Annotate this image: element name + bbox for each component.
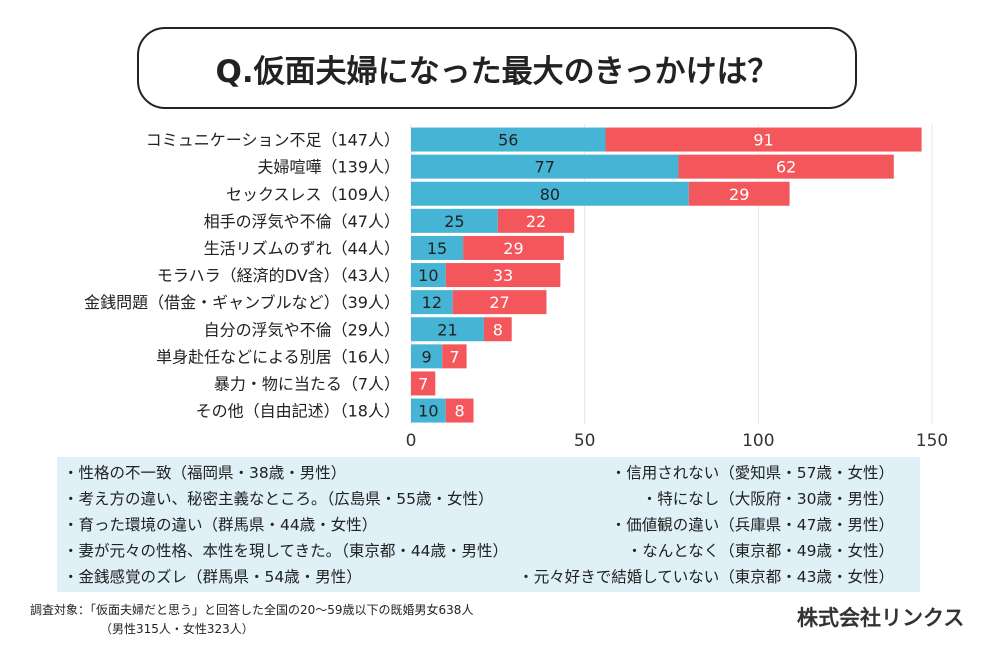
- category-label: コミュニケーション不足（147人）: [146, 131, 400, 150]
- data-label: 8: [493, 320, 503, 339]
- data-label: 33: [493, 266, 513, 285]
- bar-segment: [483, 317, 512, 342]
- bar-segment: [411, 371, 436, 396]
- bar-segment: [411, 235, 464, 260]
- data-label: 22: [526, 212, 546, 231]
- comment: ・考え方の違い、秘密主義なところ。（広島県・55歳・女性）: [63, 490, 494, 508]
- survey-note-breakdown: （男性315人・女性323人）: [100, 622, 254, 636]
- comment: ・価値観の違い（兵庫県・47歳・男性）: [610, 516, 894, 534]
- data-label: 62: [776, 158, 796, 177]
- comment: ・金銭感覚のズレ（群馬県・54歳・男性）: [63, 568, 362, 586]
- bar-segment: [678, 154, 894, 179]
- bar-segment: [411, 127, 606, 152]
- category-label: モラハラ（経済的DV含）（43人）: [157, 266, 400, 285]
- bar-segment: [442, 344, 467, 369]
- data-label: 21: [437, 320, 457, 339]
- bar-segment: [605, 127, 922, 152]
- data-label: 29: [729, 185, 749, 204]
- data-label: 27: [489, 293, 509, 312]
- comments-box: ・性格の不一致（福岡県・38歳・男性） ・信用されない（愛知県・57歳・女性） …: [57, 457, 920, 592]
- bar-segment: [411, 317, 484, 342]
- bar-segment: [688, 181, 790, 206]
- bar-segment: [411, 398, 446, 423]
- data-label: 91: [753, 131, 773, 150]
- bar-segment: [411, 290, 453, 315]
- bar-segment: [452, 290, 547, 315]
- comment: ・元々好きで結婚していない（東京都・43歳・女性）: [518, 568, 894, 586]
- category-label: 夫婦喧嘩（139人）: [257, 158, 400, 177]
- chart-title: Q.仮面夫婦になった最大のきっかけは？: [137, 27, 857, 109]
- x-tick-label: 50: [574, 431, 596, 450]
- comment: ・なんとなく（東京都・49歳・女性）: [626, 542, 894, 560]
- category-label: セックスレス（109人）: [226, 185, 400, 204]
- company-name: 株式会社リンクス: [797, 606, 965, 630]
- data-label: 56: [498, 131, 518, 150]
- x-tick-label: 100: [742, 431, 774, 450]
- category-label: 相手の浮気や不倫（47人）: [204, 212, 400, 231]
- data-label: 9: [422, 347, 432, 366]
- data-label: 10: [418, 266, 438, 285]
- data-label: 7: [418, 374, 428, 393]
- bar-segment: [411, 181, 689, 206]
- comment: ・信用されない（愛知県・57歳・女性）: [610, 464, 894, 482]
- bar-segment: [497, 208, 575, 233]
- survey-note: 調査対象：「仮面夫婦だと思う」と回答した全国の20〜59歳以下の既婚男女638人: [30, 603, 474, 617]
- data-label: 12: [422, 293, 442, 312]
- bar-segment: [411, 208, 498, 233]
- category-label: 生活リズムのずれ（44人）: [204, 239, 400, 258]
- category-label: 自分の浮気や不倫（29人）: [204, 320, 400, 339]
- data-label: 80: [540, 185, 560, 204]
- bar-segment: [411, 154, 679, 179]
- comment: ・特になし（大阪府・30歳・男性）: [641, 490, 894, 508]
- category-label: 単身赴任などによる別居（16人）: [156, 347, 400, 366]
- data-label: 10: [418, 402, 438, 421]
- data-label: 25: [444, 212, 464, 231]
- category-label: 暴力・物に当たる（7人）: [214, 374, 400, 393]
- bar-segment: [411, 263, 446, 288]
- bar-chart: 0 50 100 150 コミュニケーション不足（147人） 56 91 夫婦喧嘩（139人）…: [84, 124, 948, 450]
- bar-segment: [445, 398, 474, 423]
- comment: ・育った環境の違い（群馬県・44歳・女性）: [63, 516, 378, 534]
- comment: ・妻が元々の性格、本性を現してきた。（東京都・44歳・男性）: [63, 542, 509, 560]
- category-label: 金銭問題（借金・ギャンブルなど）（39人）: [84, 293, 400, 312]
- data-label: 7: [449, 347, 459, 366]
- x-tick-label: 150: [916, 431, 948, 450]
- data-label: 15: [427, 239, 447, 258]
- data-label: 77: [535, 158, 555, 177]
- data-label: 8: [455, 402, 465, 421]
- data-label: 29: [503, 239, 523, 258]
- comment: ・性格の不一致（福岡県・38歳・男性）: [63, 464, 347, 482]
- bar-segment: [411, 344, 443, 369]
- category-label: その他（自由記述）（18人）: [196, 402, 400, 421]
- bar-segment: [463, 235, 564, 260]
- bar-segment: [445, 263, 561, 288]
- x-tick-label: 0: [406, 431, 417, 450]
